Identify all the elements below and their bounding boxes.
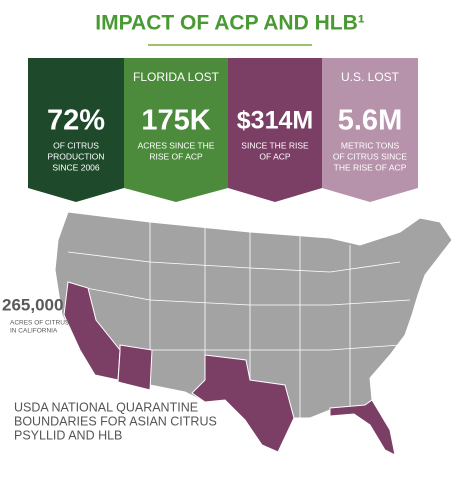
california-value: 265,000: [2, 295, 63, 314]
stat-banner: [124, 58, 228, 202]
california-caption: ACRES OF CITRUS: [10, 320, 70, 327]
map-caption: PSYLLID AND HLB: [14, 428, 122, 442]
stat-caption: OF CITRUS SINCE: [333, 151, 407, 161]
stat-banner: [28, 58, 124, 202]
map-caption: BOUNDARIES FOR ASIAN CITRUS: [14, 414, 217, 428]
stat-value: 175K: [141, 105, 210, 137]
stat-value: 72%: [47, 105, 105, 137]
stat-caption: SINCE 2006: [52, 162, 100, 172]
stat-caption: OF ACP: [259, 151, 291, 161]
stat-caption: METRIC TONS: [341, 140, 400, 150]
state-lines: [67, 222, 411, 418]
texas: [191, 354, 295, 453]
florida: [329, 399, 396, 456]
arizona: [117, 344, 153, 391]
stat-label: FLORIDA LOST: [133, 70, 220, 84]
stat-banner: [322, 58, 418, 202]
stat-value: $314M: [237, 107, 313, 135]
stat-label: U.S. LOST: [341, 70, 400, 84]
quarantine-states: [63, 281, 396, 456]
stat-caption: SINCE THE RISE: [241, 140, 309, 150]
california-caption: IN CALIFORNIA: [10, 328, 58, 335]
map-caption: USDA NATIONAL QUARANTINE: [14, 400, 198, 414]
us-map: [54, 211, 453, 456]
stat-value: 5.6M: [338, 105, 402, 137]
stat-caption: PRODUCTION: [47, 151, 104, 161]
stat-banner: [228, 58, 322, 202]
title: IMPACT OF ACP AND HLB¹: [95, 12, 364, 35]
stat-caption: ACRES SINCE THE: [138, 140, 215, 150]
stat-caption: THE RISE OF ACP: [334, 162, 407, 172]
stat-caption: RISE OF ACP: [149, 151, 203, 161]
stat-caption: OF CITRUS: [53, 140, 99, 150]
